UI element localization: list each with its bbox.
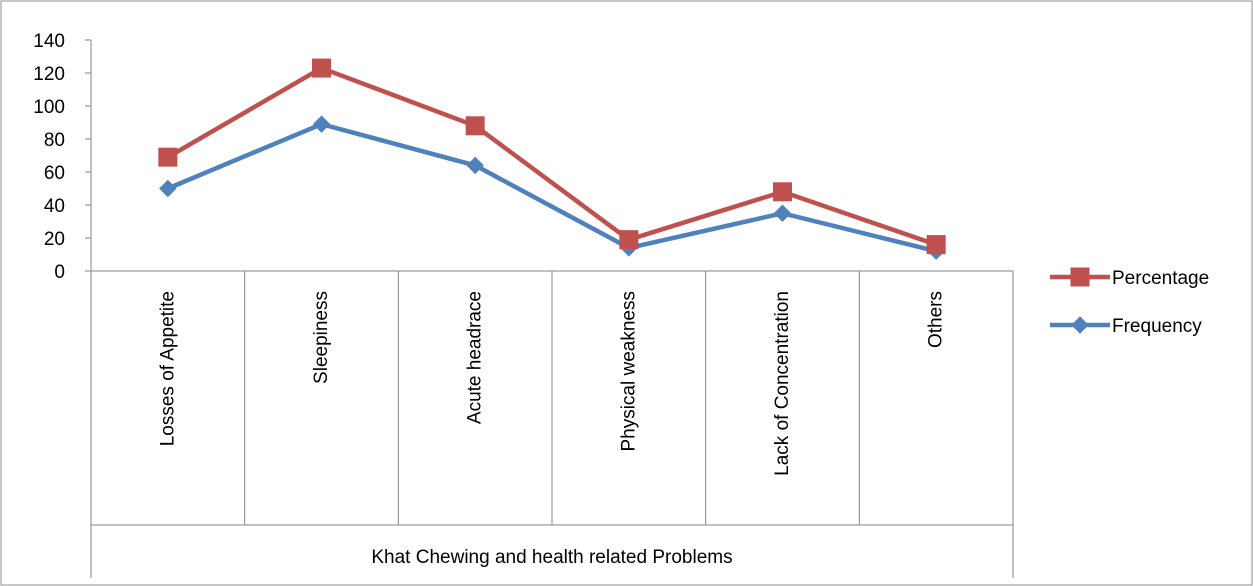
- y-tick-label: 80: [44, 130, 65, 151]
- x-category-label: Sleepiness: [311, 291, 332, 384]
- data-point: [158, 147, 178, 167]
- legend-entry-percentage: Percentage: [1050, 267, 1209, 289]
- x-category-label: Acute headrace: [465, 291, 486, 424]
- legend: Percentage Frequency: [1050, 267, 1209, 337]
- data-point: [312, 58, 331, 78]
- data-point: [773, 204, 792, 222]
- x-axis: Losses of Appetite Sleepiness Acute headra…: [90, 270, 1014, 578]
- series-line: [166, 65, 937, 247]
- x-category-label: Lack of Concentration: [772, 291, 793, 476]
- legend-marker: [1071, 316, 1089, 334]
- series-line: [166, 121, 937, 254]
- data-point: [159, 179, 177, 198]
- data-point: [773, 182, 792, 202]
- x-axis-title: Khat Chewing and health related Problems: [371, 547, 732, 568]
- series-percentage: [158, 58, 946, 255]
- y-tick-label: 40: [44, 196, 65, 217]
- series-group: [158, 58, 946, 260]
- y-tick-label: 0: [54, 262, 65, 283]
- legend-label: Percentage: [1112, 268, 1209, 289]
- y-tick-label: 140: [33, 31, 65, 52]
- y-tick-label: 20: [44, 229, 65, 250]
- x-category-label: Physical weakness: [618, 291, 639, 452]
- legend-label: Frequency: [1112, 316, 1202, 337]
- legend-entry-frequency: Frequency: [1050, 316, 1202, 337]
- y-tick-label: 100: [33, 97, 65, 118]
- x-category-label: Losses of Appetite: [157, 291, 178, 446]
- y-tick-label: 60: [44, 163, 65, 184]
- data-point: [466, 156, 484, 175]
- data-point: [465, 116, 485, 136]
- data-point: [926, 235, 946, 255]
- data-point: [312, 115, 331, 133]
- y-tick-label: 120: [33, 64, 65, 85]
- x-category-label: Others: [926, 291, 947, 348]
- data-point: [619, 230, 639, 250]
- legend-marker: [1070, 267, 1090, 287]
- series-frequency: [159, 115, 945, 260]
